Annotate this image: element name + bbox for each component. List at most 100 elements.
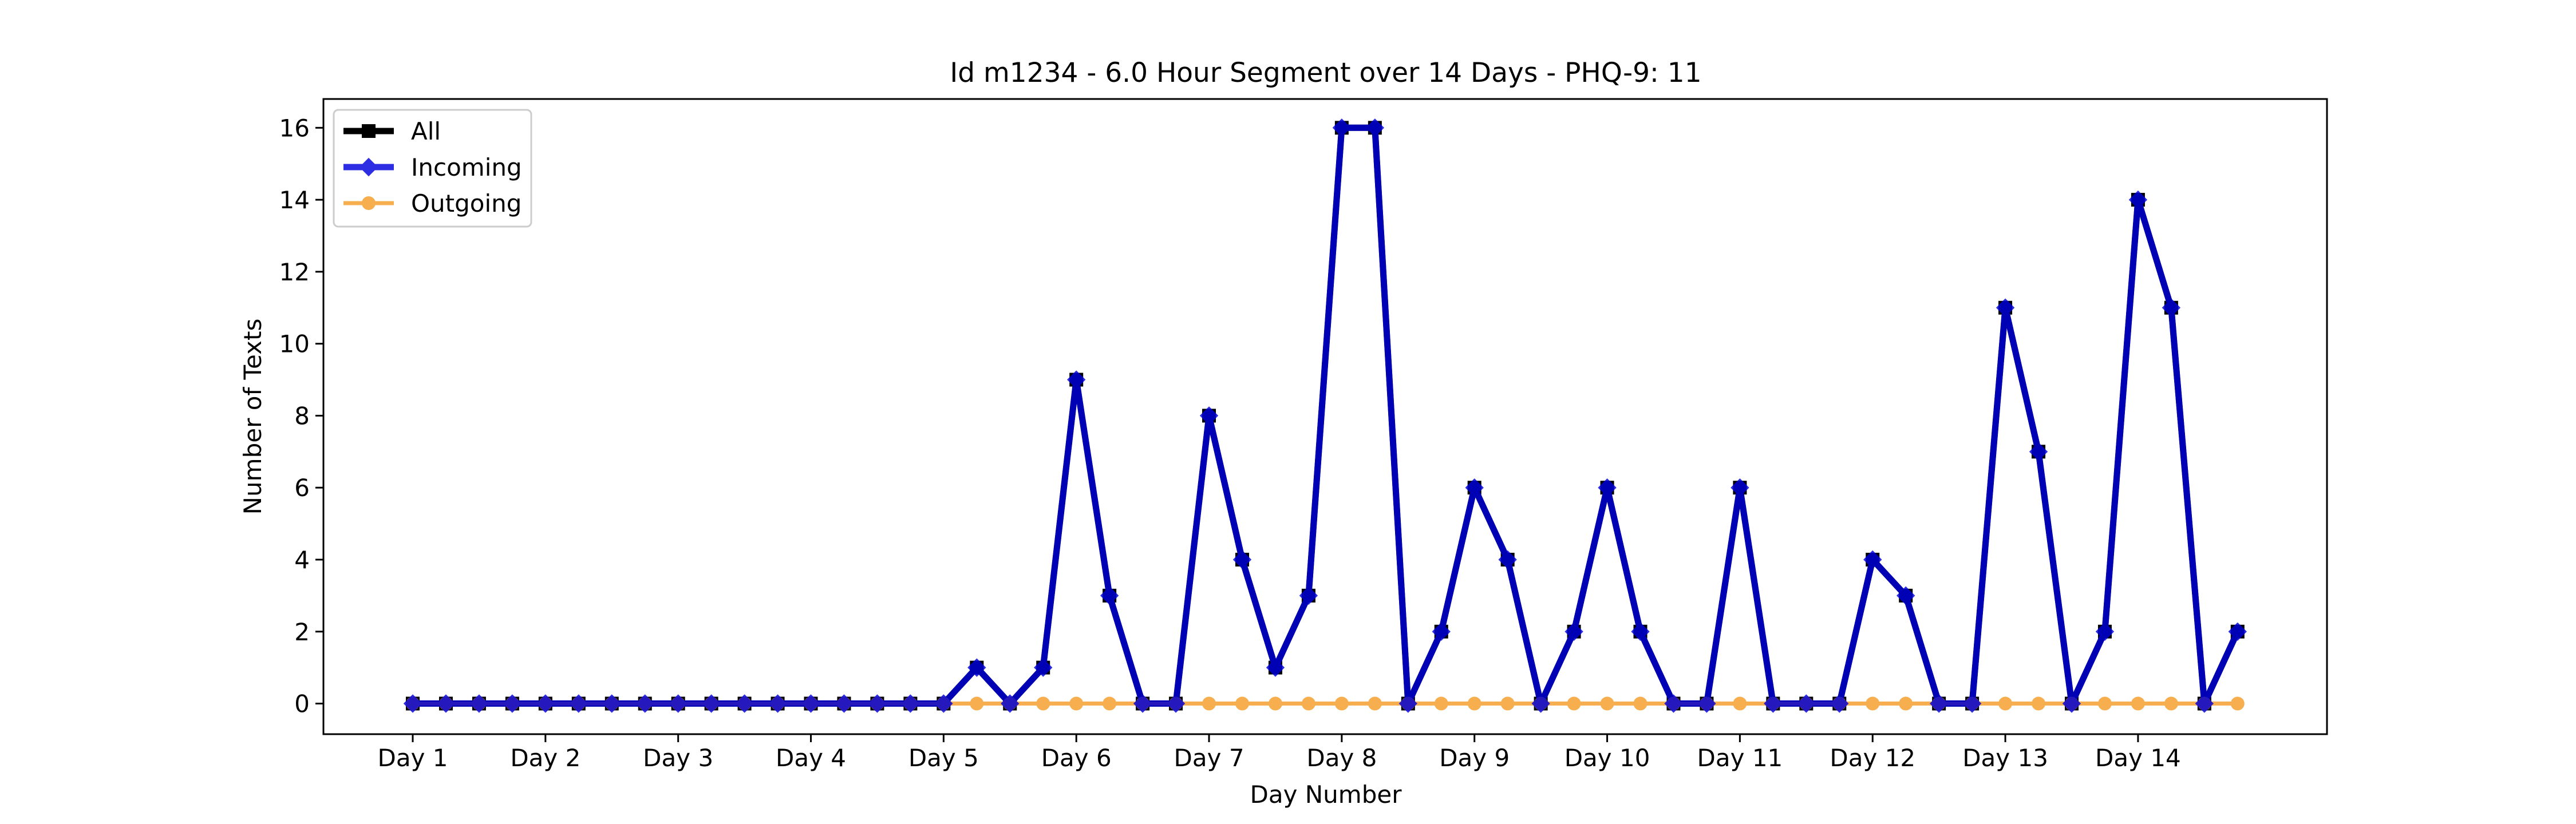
x-tick-label: Day 1 [377, 744, 448, 772]
data-point-incoming [1133, 694, 1152, 713]
series-layer [403, 118, 2247, 713]
data-point-incoming [1498, 550, 1517, 569]
data-point-incoming [469, 694, 489, 713]
data-point-incoming [2128, 190, 2148, 209]
x-tick-label: Day 6 [1041, 744, 1112, 772]
data-point-outgoing [1633, 696, 1647, 711]
data-point-outgoing [1866, 696, 1880, 711]
data-point-incoming [1232, 550, 1252, 569]
data-point-outgoing [1600, 696, 1614, 711]
data-point-outgoing [1899, 696, 1913, 711]
axis-ticks: 0 2 4 6 8 10 12 14 16 Day 1 Day 2 Day 3 Day 4 Day 5 Da… [279, 114, 2181, 772]
data-point-incoming [403, 694, 422, 713]
data-point-incoming [1697, 694, 1716, 713]
data-point-outgoing [1268, 696, 1282, 711]
x-tick-label: Day 10 [1564, 744, 1650, 772]
data-point-incoming [835, 694, 854, 713]
data-point-incoming [1962, 694, 1982, 713]
data-point-incoming [1432, 622, 1451, 641]
data-point-incoming [1299, 586, 1318, 605]
data-point-incoming [669, 694, 688, 713]
data-point-outgoing [1500, 696, 1515, 711]
data-point-incoming [768, 694, 787, 713]
data-point-outgoing [1368, 696, 1382, 711]
data-point-incoming [901, 694, 920, 713]
data-point-incoming [1100, 586, 1119, 605]
data-point-incoming [569, 694, 588, 713]
data-point-incoming [1764, 694, 1783, 713]
data-point-incoming [1598, 478, 1617, 497]
y-tick-label: 16 [279, 114, 310, 142]
data-point-outgoing [1235, 696, 1249, 711]
x-axis-label: Day Number [1250, 781, 1402, 809]
data-point-incoming [934, 694, 953, 713]
data-point-incoming [702, 694, 721, 713]
y-tick-label: 14 [279, 186, 310, 214]
data-point-incoming [1730, 478, 1749, 497]
y-tick-label: 0 [294, 690, 310, 718]
data-point-outgoing [1202, 696, 1216, 711]
data-point-incoming [1664, 694, 1683, 713]
data-point-outgoing [1334, 696, 1349, 711]
data-point-incoming [2228, 622, 2247, 641]
data-point-incoming [1365, 118, 1385, 137]
data-point-outgoing [2131, 696, 2145, 711]
legend-swatch-marker [362, 124, 376, 138]
data-point-incoming [1199, 406, 1219, 425]
x-tick-label: Day 12 [1830, 744, 1915, 772]
legend-entry-incoming [343, 157, 394, 177]
data-point-incoming [436, 694, 456, 713]
x-tick-label: Day 13 [1962, 744, 2048, 772]
x-tick-label: Day 8 [1306, 744, 1377, 772]
x-tick-label: Day 5 [908, 744, 979, 772]
data-point-incoming [1531, 694, 1550, 713]
legend-label: Incoming [411, 153, 522, 181]
x-tick-label: Day 2 [510, 744, 580, 772]
data-point-outgoing [970, 696, 984, 711]
data-point-outgoing [2097, 696, 2112, 711]
data-point-outgoing [1036, 696, 1050, 711]
data-point-outgoing [2164, 696, 2178, 711]
data-point-incoming [1863, 550, 1882, 569]
data-point-outgoing [1998, 696, 2013, 711]
data-point-incoming [503, 694, 522, 713]
data-point-incoming [1797, 694, 1816, 713]
data-point-incoming [2095, 622, 2115, 641]
x-tick-label: Day 11 [1697, 744, 1783, 772]
x-tick-label: Day 14 [2095, 744, 2181, 772]
data-point-outgoing [1301, 696, 1315, 711]
data-point-incoming [735, 694, 754, 713]
legend-label: All [411, 117, 441, 145]
data-point-incoming [1564, 622, 1583, 641]
data-point-incoming [868, 694, 887, 713]
x-tick-label: Day 3 [643, 744, 713, 772]
legend-swatch-marker [359, 157, 378, 177]
y-tick-label: 8 [294, 402, 310, 430]
x-tick-label: Day 4 [776, 744, 846, 772]
data-point-incoming [1067, 370, 1086, 389]
chart-title: Id m1234 - 6.0 Hour Segment over 14 Days… [950, 57, 1701, 89]
data-point-incoming [1631, 622, 1650, 641]
data-point-incoming [1398, 694, 1417, 713]
data-point-incoming [1929, 694, 1949, 713]
data-point-incoming [2029, 442, 2048, 461]
legend-box [333, 109, 532, 228]
data-point-incoming [1897, 586, 1915, 605]
x-tick-label: Day 7 [1174, 744, 1244, 772]
data-point-outgoing [1434, 696, 1448, 711]
data-point-outgoing [2032, 696, 2046, 711]
y-tick-label: 4 [294, 546, 310, 574]
data-point-incoming [801, 694, 820, 713]
y-axis-label: Number of Texts [239, 319, 267, 515]
legend-entry-all [343, 124, 394, 138]
data-point-outgoing [1069, 696, 1084, 711]
data-point-incoming [536, 694, 555, 713]
x-tick-label: Day 9 [1439, 744, 1510, 772]
y-tick-label: 10 [279, 330, 310, 358]
plot-area-frame [322, 98, 2328, 735]
data-point-incoming [2062, 694, 2081, 713]
data-point-outgoing [1567, 696, 1581, 711]
y-tick-label: 12 [279, 258, 310, 286]
legend-swatch-marker [362, 196, 376, 210]
